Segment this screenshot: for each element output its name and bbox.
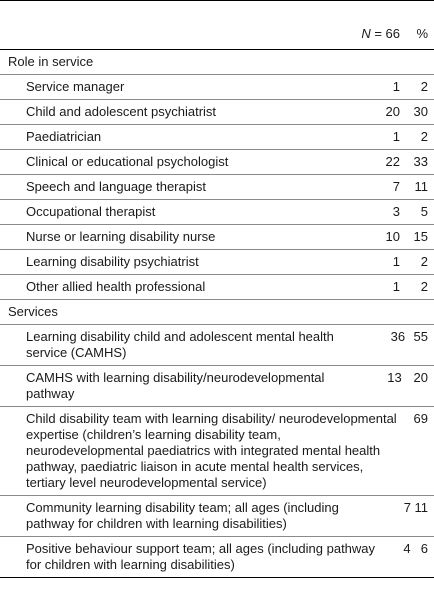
- row-count: 7: [403, 500, 411, 515]
- table-row: Nurse or learning disability nurse 10 15: [0, 225, 434, 250]
- row-percent: 2: [420, 279, 428, 294]
- row-count: 4: [403, 541, 411, 556]
- row-percent: 9: [420, 411, 428, 426]
- row-label: Learning disability psychiatrist: [26, 254, 199, 269]
- row-count: 1: [392, 79, 400, 94]
- header-n-value: = 66: [370, 26, 400, 41]
- row-count: 13: [387, 370, 402, 385]
- header-n-column: N = 66: [360, 26, 400, 42]
- table-row: Positive behaviour support team; all age…: [0, 537, 434, 578]
- table-row: Child and adolescent psychiatrist 20 30: [0, 100, 434, 125]
- row-label: Child and adolescent psychiatrist: [26, 104, 217, 119]
- row-label: Positive behaviour support team; all age…: [26, 541, 376, 572]
- row-percent: 2: [420, 79, 428, 94]
- row-count: 1: [392, 254, 400, 269]
- row-label: Clinical or educational psychologist: [26, 154, 229, 169]
- row-count: 22: [385, 154, 400, 169]
- row-percent: 5: [420, 204, 428, 219]
- row-label: Child disability team with learning disa…: [26, 411, 397, 490]
- row-percent: 11: [414, 179, 429, 194]
- table-row: Paediatrician 1 2: [0, 125, 434, 150]
- row-percent: 6: [420, 541, 428, 556]
- row-percent: 11: [414, 500, 429, 515]
- row-label: CAMHS with learning disability/neurodeve…: [26, 370, 325, 401]
- table-row: Learning disability psychiatrist 1 2: [0, 250, 434, 275]
- row-label: Paediatrician: [26, 129, 102, 144]
- row-count: 10: [385, 229, 400, 244]
- row-percent: 15: [413, 229, 428, 244]
- table-row: Other allied health professional 1 2: [0, 275, 434, 300]
- header-n-symbol: N: [361, 26, 371, 41]
- row-count: 7: [392, 179, 400, 194]
- section-title: Role in service: [8, 54, 94, 69]
- row-count: 36: [390, 329, 406, 344]
- table-row: Learning disability child and adolescent…: [0, 325, 434, 366]
- table-row: Service manager 1 2: [0, 75, 434, 100]
- row-percent: 2: [420, 254, 428, 269]
- section-heading: Services: [0, 300, 434, 325]
- row-label: Learning disability child and adolescent…: [26, 329, 334, 360]
- row-percent: 55: [413, 329, 428, 344]
- table-body: Role in service Service manager 1 2 Child an…: [0, 50, 434, 578]
- row-label: Other allied health professional: [26, 279, 206, 294]
- row-label: Nurse or learning disability nurse: [26, 229, 216, 244]
- section-title: Services: [8, 304, 58, 319]
- table-row: Occupational therapist 3 5: [0, 200, 434, 225]
- row-percent: 20: [413, 370, 428, 385]
- table-row: Community learning disability team; all …: [0, 496, 434, 537]
- row-label: Service manager: [26, 79, 125, 94]
- table-row: CAMHS with learning disability/neurodeve…: [0, 366, 434, 407]
- row-percent: 30: [413, 104, 428, 119]
- row-percent: 33: [413, 154, 428, 169]
- table-row: Speech and language therapist 7 11: [0, 175, 434, 200]
- row-count: 6: [413, 411, 421, 426]
- row-count: 3: [392, 204, 400, 219]
- header-percent-column: %: [416, 26, 428, 41]
- table-row: Child disability team with learning disa…: [0, 407, 434, 496]
- row-count: 20: [385, 104, 400, 119]
- table-row: Clinical or educational psychologist 22 33: [0, 150, 434, 175]
- row-percent: 2: [420, 129, 428, 144]
- table-header: N = 66 %: [0, 0, 434, 50]
- row-label: Occupational therapist: [26, 204, 156, 219]
- row-count: 1: [392, 129, 400, 144]
- row-label: Speech and language therapist: [26, 179, 206, 194]
- section-heading: Role in service: [0, 50, 434, 75]
- row-count: 1: [392, 279, 400, 294]
- data-table: N = 66 % Role in service Service manager 1…: [0, 0, 434, 578]
- row-label: Community learning disability team; all …: [26, 500, 339, 531]
